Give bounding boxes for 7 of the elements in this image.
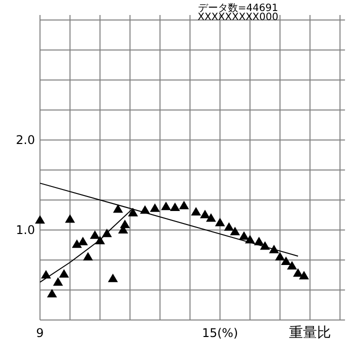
text: データ数=44691 [198,3,278,14]
x-axis-title: 重量比 [289,325,331,341]
annotation: XXXXXXXXX000 [198,12,278,23]
x-tick-label: 9 [36,326,44,340]
x-tick-label: 15(%) [202,326,238,340]
y-tick-label: 1.0 [16,223,35,238]
y-tick-label: 2.0 [16,133,35,148]
